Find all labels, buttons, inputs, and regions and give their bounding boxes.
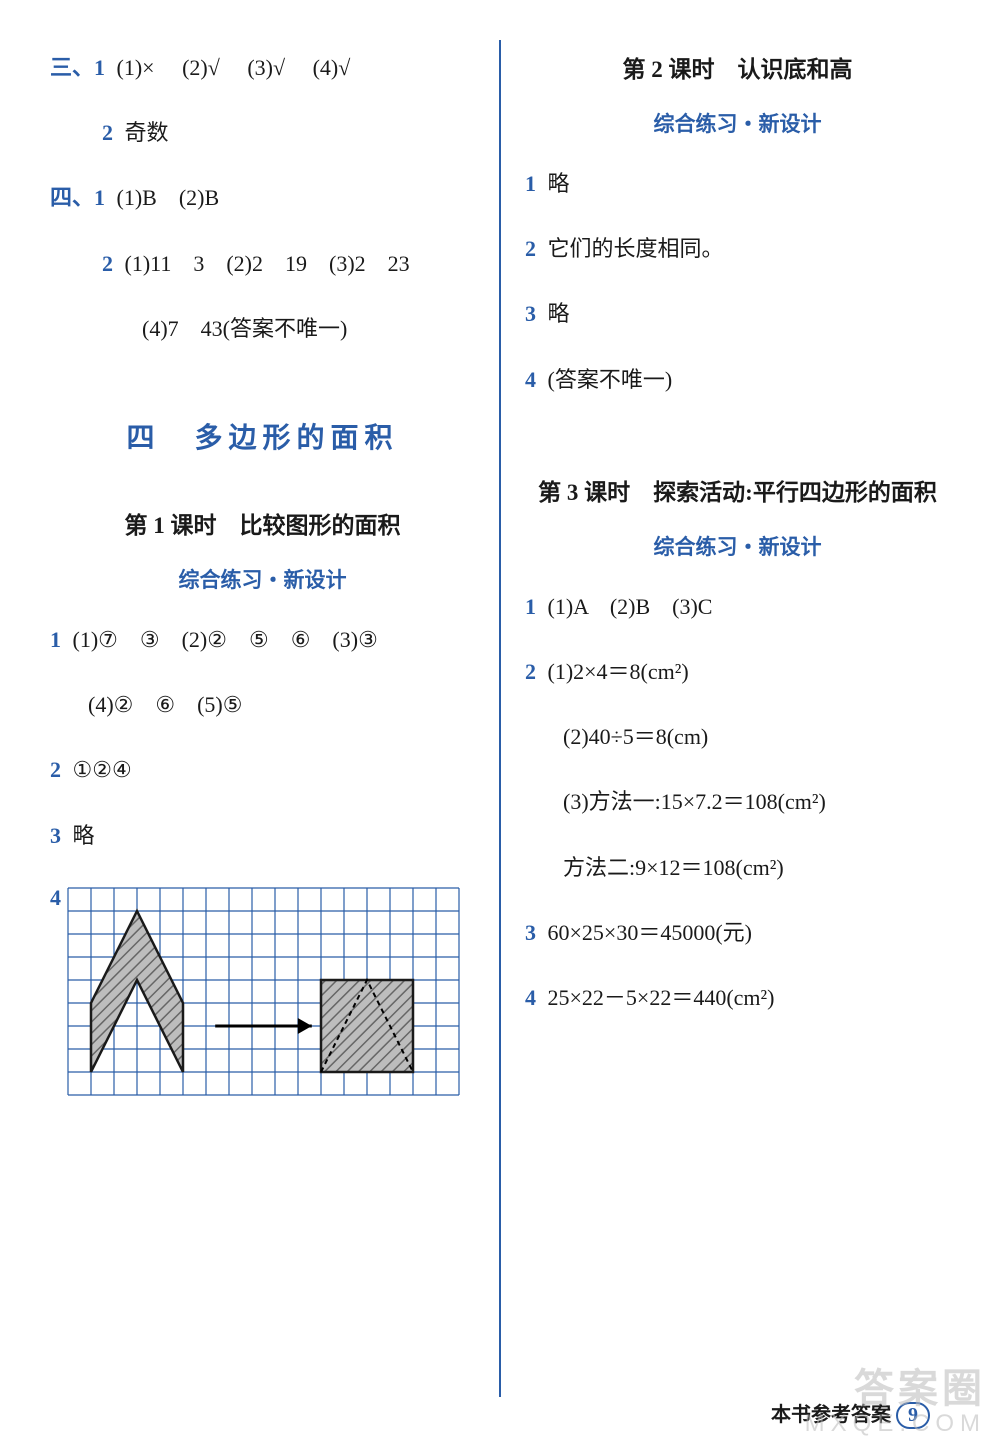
practice-header-2: 综合练习・新设计 (525, 108, 950, 138)
l1-q1a-text: (1)⑦ ③ (2)② ⑤ ⑥ (3)③ (73, 627, 378, 652)
page-number: 9 (896, 1402, 930, 1429)
l3-q2a-label: 2 (525, 659, 536, 684)
lesson2-title: 第 2 课时 认识底和高 (525, 50, 950, 84)
l3-q1-label: 1 (525, 594, 536, 619)
section-title: 四 多边形的面积 (50, 416, 475, 456)
l1-q3-label: 3 (50, 823, 61, 848)
l2-q2-label: 2 (525, 236, 536, 261)
l2-q3-label: 3 (525, 301, 536, 326)
lesson3-title: 第 3 课时 探索活动:平行四边形的面积 (525, 473, 950, 507)
l3-q2b: (2)40÷5＝8(cm) (525, 719, 950, 754)
l3-q2c: (3)方法一:15×7.2＝108(cm²) (525, 784, 950, 819)
l3-q2c-text: (3)方法一:15×7.2＝108(cm²) (563, 789, 826, 814)
l3-q1-text: (1)A (2)B (3)C (548, 594, 713, 619)
l3-q4-label: 4 (525, 985, 536, 1010)
column-divider (499, 40, 501, 1397)
practice-header-3: 综合练习・新设计 (525, 531, 950, 561)
grid-svg (67, 887, 460, 1096)
l1-q4: 4 (50, 883, 475, 1096)
practice-header-1: 综合练习・新设计 (50, 564, 475, 594)
q4-2a-label: 2 (102, 251, 113, 276)
l1-q1b: (4)② ⑥ (5)⑤ (50, 687, 475, 722)
l3-q3: 3 60×25×30＝45000(元) (525, 915, 950, 950)
q4-2a: 2 (1)11 3 (2)2 19 (3)2 23 (50, 246, 475, 281)
l3-q4: 4 25×22－5×22＝440(cm²) (525, 980, 950, 1015)
l2-q1-label: 1 (525, 171, 536, 196)
q3-1-i0: (1)× (117, 55, 155, 80)
l2-q1: 1 略 (525, 166, 950, 201)
footer-text: 本书参考答案 (771, 1404, 891, 1426)
right-column: 第 2 课时 认识底和高 综合练习・新设计 1 略 2 它们的长度相同。 3 略… (505, 40, 970, 1397)
l1-q2-text: ①②④ (73, 757, 132, 782)
l1-q3-text: 略 (73, 823, 95, 848)
l3-q2d: 方法二:9×12＝108(cm²) (525, 850, 950, 885)
page: 三、1 (1)× (2)√ (3)√ (4)√ 2 奇数 四、1 (1)B (2… (0, 0, 1000, 1447)
q3-2-text: 奇数 (125, 120, 169, 145)
grid-figure (67, 887, 460, 1096)
q4-2a-text: (1)11 3 (2)2 19 (3)2 23 (125, 251, 410, 276)
l3-q2d-text: 方法二:9×12＝108(cm²) (563, 855, 784, 880)
l1-q1a: 1 (1)⑦ ③ (2)② ⑤ ⑥ (3)③ (50, 622, 475, 657)
l1-q3: 3 略 (50, 818, 475, 853)
l3-q2a: 2 (1)2×4＝8(cm²) (525, 654, 950, 689)
l1-q2: 2 ①②④ (50, 752, 475, 787)
l3-q2a-text: (1)2×4＝8(cm²) (548, 659, 689, 684)
page-footer: 本书参考答案 9 (771, 1398, 930, 1429)
q3-1-i1: (2)√ (182, 55, 220, 80)
q3-1: 三、1 (1)× (2)√ (3)√ (4)√ (50, 50, 475, 85)
l1-q1b-text: (4)② ⑥ (5)⑤ (88, 692, 242, 717)
l2-q2: 2 它们的长度相同。 (525, 231, 950, 266)
l1-q4-label: 4 (50, 885, 61, 911)
l1-q1a-label: 1 (50, 627, 61, 652)
l3-q3-label: 3 (525, 920, 536, 945)
q4-2b: (4)7 43(答案不唯一) (50, 311, 475, 346)
q4-2b-text: (4)7 43(答案不唯一) (142, 316, 347, 341)
l2-q4: 4 (答案不唯一) (525, 362, 950, 397)
l1-q2-label: 2 (50, 757, 61, 782)
l3-q2b-text: (2)40÷5＝8(cm) (563, 724, 708, 749)
left-column: 三、1 (1)× (2)√ (3)√ (4)√ 2 奇数 四、1 (1)B (2… (30, 40, 495, 1397)
q4-1-text: (1)B (2)B (117, 185, 220, 210)
l2-q3-text: 略 (548, 301, 570, 326)
q4-1-label: 四、1 (50, 185, 105, 210)
l3-q4-text: 25×22－5×22＝440(cm²) (548, 985, 775, 1010)
lesson1-title: 第 1 课时 比较图形的面积 (50, 506, 475, 540)
q3-2-label: 2 (102, 120, 113, 145)
l3-q1: 1 (1)A (2)B (3)C (525, 589, 950, 624)
l3-q3-text: 60×25×30＝45000(元) (548, 920, 752, 945)
l2-q1-text: 略 (548, 171, 570, 196)
q3-1-label: 三、1 (50, 55, 105, 80)
q3-2: 2 奇数 (50, 115, 475, 150)
l2-q3: 3 略 (525, 296, 950, 331)
l2-q4-text: (答案不唯一) (548, 367, 673, 392)
q3-1-i3: (4)√ (313, 55, 351, 80)
q3-1-i2: (3)√ (247, 55, 285, 80)
q4-1: 四、1 (1)B (2)B (50, 180, 475, 215)
l2-q2-text: 它们的长度相同。 (548, 236, 724, 261)
l2-q4-label: 4 (525, 367, 536, 392)
